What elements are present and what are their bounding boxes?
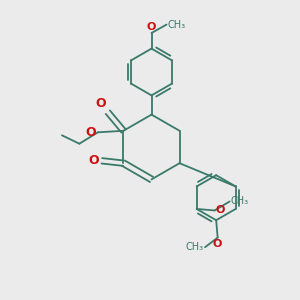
Text: O: O — [95, 97, 106, 110]
Text: O: O — [147, 22, 156, 32]
Text: O: O — [85, 126, 96, 139]
Text: CH₃: CH₃ — [168, 20, 186, 30]
Text: CH₃: CH₃ — [231, 196, 249, 206]
Text: O: O — [213, 239, 222, 249]
Text: O: O — [216, 206, 225, 215]
Text: O: O — [89, 154, 99, 167]
Text: CH₃: CH₃ — [186, 242, 204, 252]
